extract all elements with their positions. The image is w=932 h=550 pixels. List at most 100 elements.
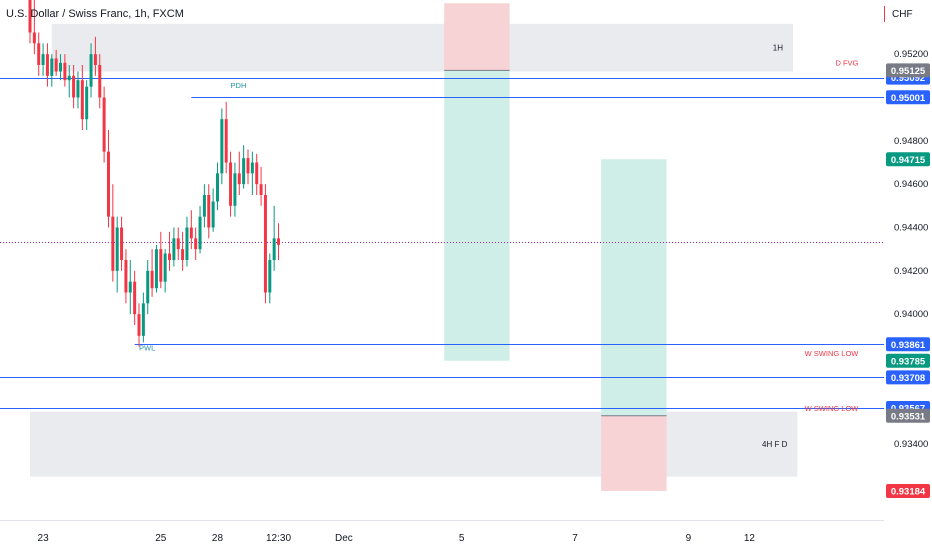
- candle-body: [76, 80, 80, 98]
- candle-body: [268, 260, 272, 293]
- zone-2: [30, 411, 798, 477]
- x-tick-label: 12: [744, 533, 756, 544]
- price-tag-10: [886, 483, 930, 498]
- candle-body: [259, 184, 263, 195]
- price-tag-7: [886, 370, 930, 385]
- candle-body: [194, 238, 198, 250]
- position-1-profit-zone: [444, 70, 510, 361]
- price-tag-6: [886, 353, 930, 368]
- x-tick-label: 5: [459, 533, 465, 544]
- candle-body: [106, 151, 110, 217]
- zone-1: [51, 23, 794, 72]
- candle-body: [220, 119, 224, 174]
- candle-body: [168, 253, 172, 260]
- candle-body: [50, 58, 54, 76]
- candle-body: [93, 54, 97, 65]
- candle-body: [120, 227, 124, 260]
- position-2-profit-zone: [601, 159, 667, 416]
- position-1-loss-zone: [444, 3, 510, 71]
- candle-body: [198, 216, 202, 250]
- candle-body: [237, 173, 241, 185]
- candle-body: [133, 281, 137, 315]
- currency-label[interactable]: CHF: [892, 9, 913, 20]
- candle-body: [72, 75, 76, 98]
- y-tick-label: 0.94000: [894, 309, 928, 320]
- candle-body: [263, 195, 267, 293]
- candle-body: [229, 162, 233, 206]
- candle-body: [137, 314, 141, 336]
- candle-body: [128, 281, 132, 293]
- x-tick-label: 28: [212, 533, 224, 544]
- candle-body: [207, 195, 211, 228]
- candle-body: [111, 216, 115, 271]
- candle-body: [98, 65, 102, 98]
- candle-body: [255, 162, 259, 185]
- price-tag-label-6: 0.93785: [891, 356, 926, 367]
- candle-body: [202, 195, 206, 217]
- candle-body: [80, 80, 84, 120]
- candle-body: [63, 62, 67, 81]
- candle-body: [189, 227, 193, 239]
- candle-body: [215, 173, 219, 202]
- x-tick-label: 23: [38, 533, 50, 544]
- candle-body: [102, 97, 106, 152]
- x-tick-label: 9: [686, 533, 692, 544]
- x-tick-label: 7: [572, 533, 578, 544]
- candle-body: [159, 249, 163, 282]
- candle-body: [277, 238, 281, 245]
- x-tick-label: 25: [155, 533, 167, 544]
- y-tick-label: 0.93400: [894, 439, 928, 450]
- price-tag-label-5: 0.93861: [891, 340, 926, 351]
- annotation-4: W SWING LOW: [805, 349, 860, 358]
- y-tick-label: 0.94800: [894, 136, 928, 147]
- zone-label-2: 4H F D: [762, 440, 788, 449]
- candle-body: [246, 158, 250, 174]
- candle-body: [176, 238, 180, 250]
- candle-body: [211, 201, 215, 228]
- position-2-loss-zone: [601, 415, 667, 491]
- candle-body: [154, 249, 158, 289]
- candle-body: [250, 162, 254, 174]
- annotation-1: PDH: [231, 81, 247, 90]
- candle-body: [67, 75, 71, 81]
- price-tag-label-1: 0.95092: [891, 73, 925, 84]
- y-tick-label: 0.95200: [894, 49, 928, 60]
- price-tag-9: [886, 408, 930, 423]
- candle-body: [150, 270, 154, 289]
- candles: [28, 0, 281, 347]
- candle-body: [141, 303, 145, 336]
- candle-body: [59, 62, 63, 72]
- price-tag-label-3: 0.95001: [891, 93, 926, 104]
- annotation-5: W SWING LOW: [805, 404, 860, 413]
- price-tag-label-7: 0.93708: [891, 373, 925, 384]
- candle-body: [224, 119, 228, 163]
- y-tick-label: 0.94400: [894, 223, 928, 234]
- candle-body: [41, 54, 45, 65]
- candle-body: [115, 227, 119, 271]
- price-tag-label-2: 0.95125: [891, 66, 926, 77]
- candle-body: [181, 249, 185, 260]
- price-tag-5: [886, 337, 930, 352]
- candle-body: [89, 54, 93, 87]
- candle-body: [272, 238, 276, 260]
- candle-body: [124, 260, 128, 293]
- zone-label-1: 1H: [773, 44, 783, 53]
- candle-body: [28, 0, 32, 33]
- price-tag-label-9: 0.93531: [891, 411, 926, 422]
- candle-body: [233, 173, 237, 206]
- candle-body: [37, 43, 41, 65]
- price-tag-4: [886, 152, 930, 167]
- y-tick-label: 0.94600: [894, 179, 928, 190]
- price-tag-label-4: 0.94715: [891, 155, 926, 166]
- y-tick-label: 0.94200: [894, 266, 928, 277]
- candle-body: [163, 253, 167, 282]
- price-tag-3: [886, 90, 930, 105]
- annotation-3: D FVG: [835, 58, 858, 67]
- candle-body: [54, 58, 58, 72]
- candle-body: [32, 32, 36, 44]
- candle-body: [45, 54, 49, 76]
- currency-marker: [884, 6, 885, 22]
- annotation-2: PWL: [139, 343, 155, 352]
- candle-body: [185, 227, 189, 260]
